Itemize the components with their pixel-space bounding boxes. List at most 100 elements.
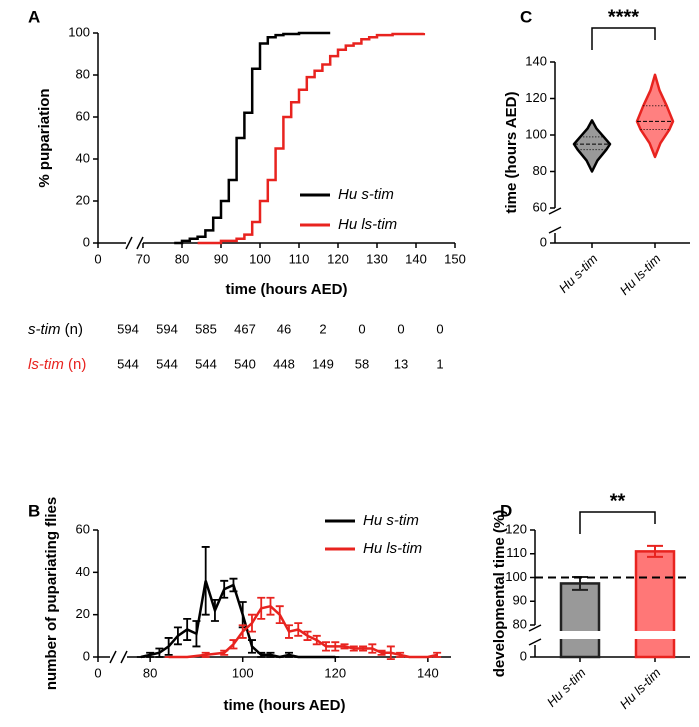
n-value: 46 <box>277 321 291 336</box>
error-bar <box>229 577 238 593</box>
row-name: s-tim <box>28 321 61 338</box>
y-tick-label: 40 <box>76 564 90 579</box>
row-label: s-tim (n) <box>28 321 83 338</box>
y-tick-label: 0 <box>520 648 527 663</box>
series-line <box>140 580 336 659</box>
error-bar <box>647 544 663 558</box>
y-tick-label: 60 <box>533 199 547 214</box>
error-bar <box>386 645 395 661</box>
x-tick-label: 80 <box>143 665 157 680</box>
panel-letter: D <box>500 501 512 520</box>
significance-label: **** <box>608 6 639 28</box>
error-bar <box>192 620 201 648</box>
x-tick-label: 150 <box>444 251 466 266</box>
y-tick-label: 60 <box>76 521 90 536</box>
error-bar <box>322 641 331 652</box>
axis-break <box>528 624 542 632</box>
y-tick-label: 90 <box>513 593 527 608</box>
n-value: 544 <box>156 356 178 371</box>
legend-label: Hu s-tim <box>338 186 394 203</box>
error-bar <box>257 651 266 658</box>
x-tick-label: 70 <box>136 251 150 266</box>
n-value: 0 <box>358 321 365 336</box>
error-bar <box>340 643 349 650</box>
n-value: 585 <box>195 321 217 336</box>
error-bar <box>220 649 229 656</box>
error-bar <box>266 651 275 658</box>
panel-letter: C <box>520 7 532 26</box>
y-axis-label: % pupariation <box>36 88 53 187</box>
n-value: 13 <box>394 356 408 371</box>
y-tick-label: 80 <box>76 66 90 81</box>
x-tick-label: 130 <box>366 251 388 266</box>
x-tick-label: 120 <box>324 665 346 680</box>
axis-break <box>120 650 128 664</box>
error-bar <box>220 579 229 599</box>
n-value: 544 <box>117 356 139 371</box>
significance-bracket <box>579 511 656 534</box>
n-value: 0 <box>436 321 443 336</box>
bar <box>559 582 601 659</box>
y-axis-label: developmental time (%) <box>491 510 508 678</box>
row-label: ls-tim (n) <box>28 356 86 373</box>
x-tick-label: 100 <box>232 665 254 680</box>
panel-letter: A <box>28 7 40 26</box>
axis-break <box>136 236 144 250</box>
error-bar <box>312 634 321 646</box>
n-value: 594 <box>156 321 178 336</box>
x-tick-label: Hu s-tim <box>556 251 601 296</box>
y-tick-label: 80 <box>513 616 527 631</box>
y-tick-label: 120 <box>505 521 527 536</box>
x-axis-label: time (hours AED) <box>224 697 346 714</box>
axis-break-gap <box>543 631 690 639</box>
error-bar <box>377 649 386 656</box>
y-tick-label: 100 <box>525 126 547 141</box>
y-axis-label: number of pupariating flies <box>43 497 60 690</box>
error-bar <box>210 598 219 622</box>
error-bar <box>247 639 256 654</box>
row-unit: (n) <box>65 321 83 338</box>
y-tick-label: 140 <box>525 53 547 68</box>
x-tick-label: 140 <box>417 665 439 680</box>
panel-letter: B <box>28 501 40 520</box>
step-line <box>174 31 331 245</box>
y-axis-label: time (hours AED) <box>503 92 520 214</box>
row-unit: (n) <box>68 356 86 373</box>
y-tick-label: 80 <box>533 163 547 178</box>
y-tick-label: 60 <box>76 108 90 123</box>
y-tick-label: 20 <box>76 606 90 621</box>
axis-break <box>548 226 562 234</box>
error-bar <box>303 630 312 641</box>
n-value: 0 <box>397 321 404 336</box>
error-bar <box>257 596 266 620</box>
x-tick-label: 140 <box>405 251 427 266</box>
y-tick-label: 0 <box>83 234 90 249</box>
n-value: 2 <box>319 321 326 336</box>
y-tick-label: 110 <box>506 545 527 560</box>
n-value: 540 <box>234 356 256 371</box>
series-line <box>168 604 438 659</box>
axis-break <box>125 236 133 250</box>
n-value: 448 <box>273 356 295 371</box>
violin <box>572 119 612 173</box>
axis-break <box>528 638 542 646</box>
n-value: 1 <box>436 356 443 371</box>
bar <box>634 550 676 659</box>
error-bar <box>183 618 192 641</box>
n-value: 544 <box>195 356 217 371</box>
error-bar <box>433 651 442 658</box>
x-tick-label: 100 <box>249 251 271 266</box>
error-bar <box>238 624 247 639</box>
x-tick-label: 80 <box>175 251 189 266</box>
n-value: 58 <box>355 356 369 371</box>
y-tick-label: 120 <box>525 90 547 105</box>
x-tick-label: Hu s-tim <box>544 665 589 710</box>
y-tick-label: 100 <box>505 569 527 584</box>
significance-bracket <box>591 27 656 50</box>
error-bar <box>229 639 238 650</box>
x-tick-label: 0 <box>94 251 101 266</box>
error-bar <box>173 626 182 646</box>
x-tick-label: 120 <box>327 251 349 266</box>
error-bar <box>266 596 275 616</box>
